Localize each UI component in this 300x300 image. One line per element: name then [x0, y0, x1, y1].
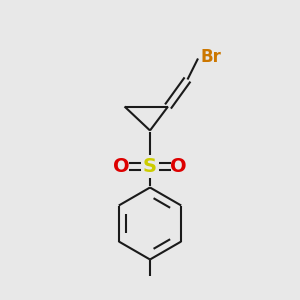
Text: S: S	[143, 157, 157, 176]
Text: O: O	[170, 157, 187, 176]
Text: Br: Br	[200, 48, 221, 66]
Text: O: O	[113, 157, 130, 176]
